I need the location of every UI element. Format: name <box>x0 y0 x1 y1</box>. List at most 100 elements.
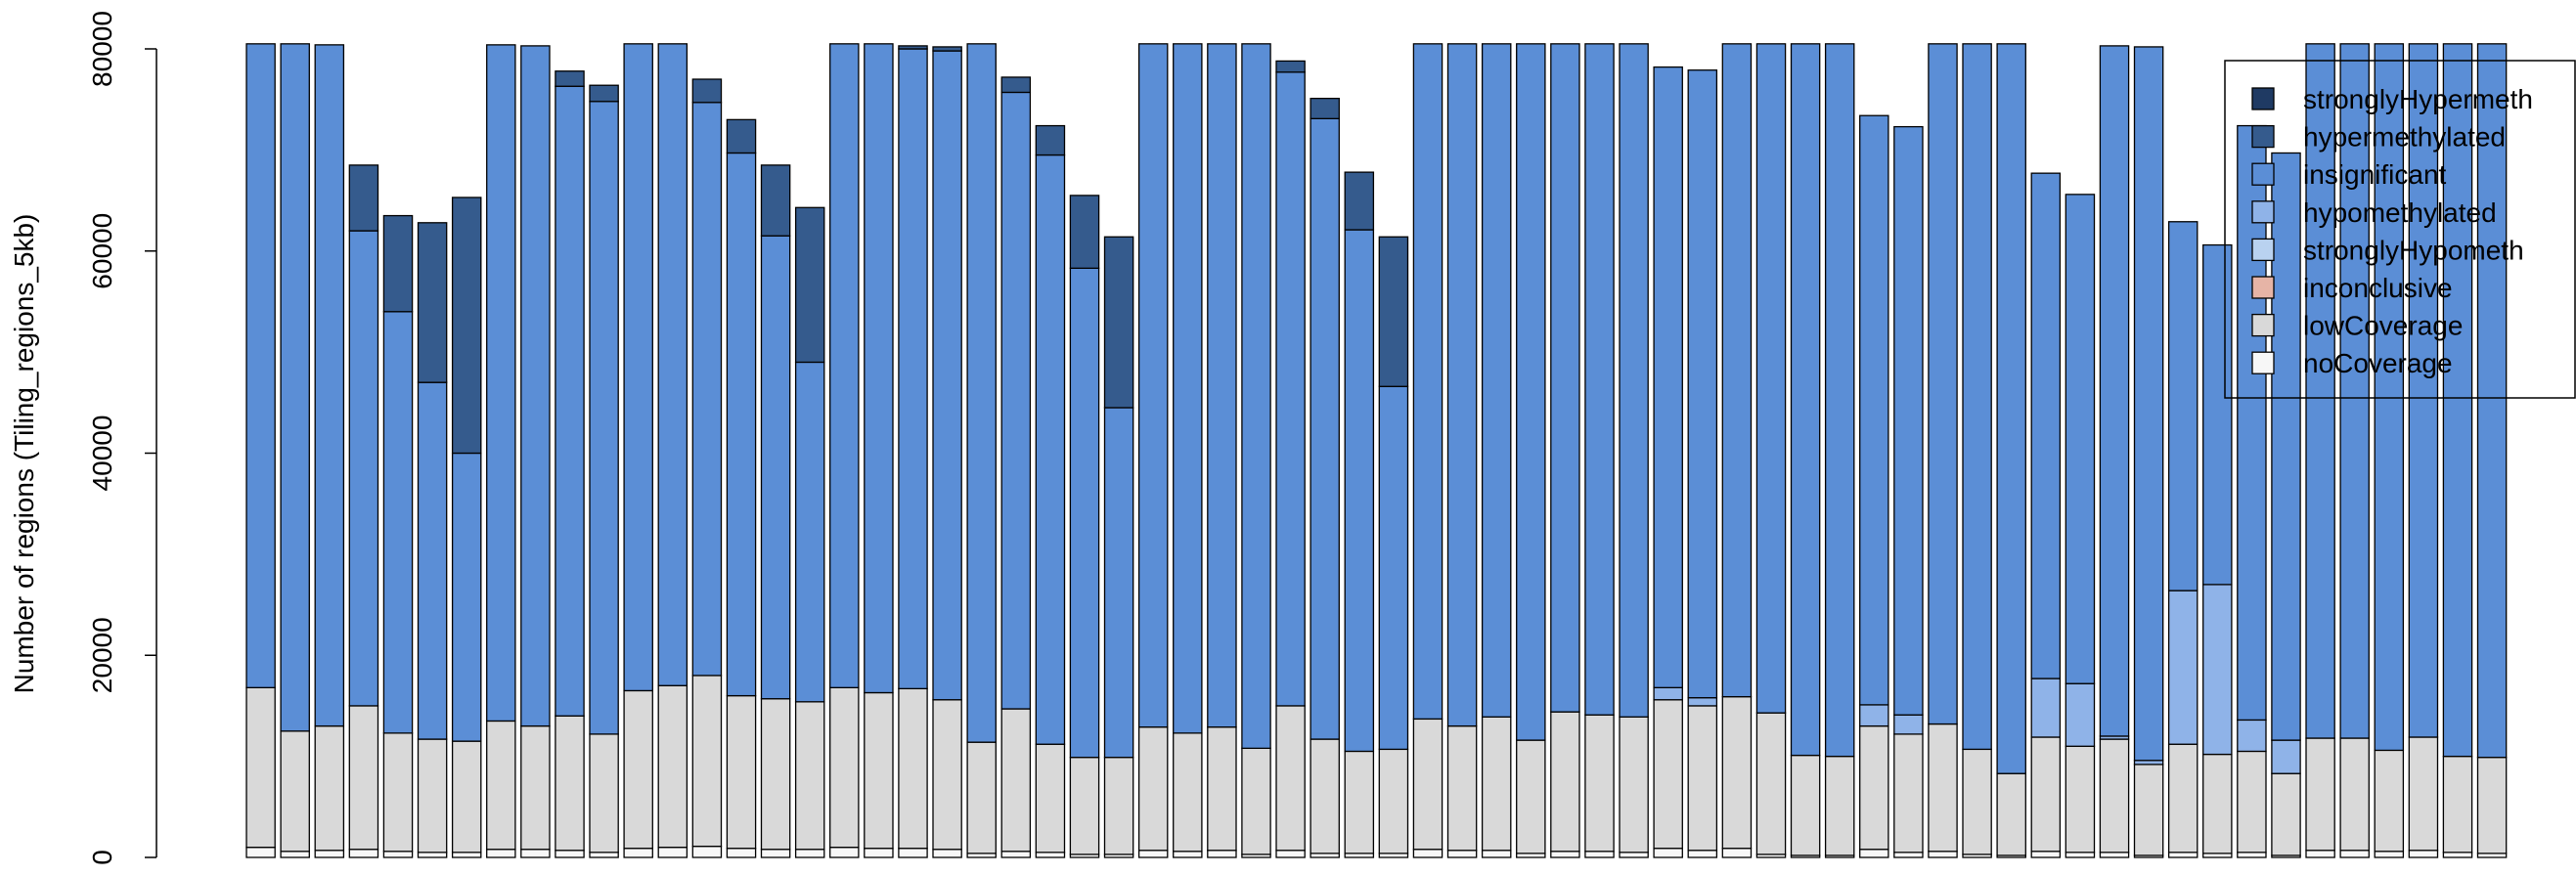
bar-segment <box>760 235 791 700</box>
bar-segment <box>1446 43 1478 727</box>
bar-segment <box>348 164 379 232</box>
bar-segment <box>2374 43 2405 752</box>
bar-segment <box>1035 153 1066 745</box>
legend-swatch <box>2251 124 2275 149</box>
bar-segment <box>2237 750 2267 854</box>
bar-segment <box>1893 125 1924 716</box>
legend-swatch <box>2251 351 2275 374</box>
bar-segment <box>314 724 345 852</box>
y-tick-label: 20000 <box>87 617 117 693</box>
bar-segment <box>2202 753 2233 854</box>
legend-label: noCoverage <box>2303 348 2453 378</box>
bar-segment <box>691 102 723 677</box>
bar-segment <box>589 84 619 103</box>
bar-segment <box>2099 45 2130 737</box>
bar-segment <box>691 845 723 858</box>
bar-segment <box>2030 851 2062 858</box>
bar-segment <box>486 44 516 723</box>
bar-segment <box>1069 267 1100 759</box>
bar-segment <box>2133 46 2164 762</box>
bar-segment <box>1928 723 1958 853</box>
bar-segment <box>794 849 825 858</box>
bar-segment <box>1790 754 1821 856</box>
bar-segment <box>1000 76 1032 94</box>
bar-segment <box>245 847 276 858</box>
bar-segment <box>1962 748 1992 855</box>
bar-segment <box>2237 852 2267 858</box>
bar-segment <box>2065 852 2096 858</box>
bar-segment <box>657 847 688 858</box>
bar-segment <box>1000 708 1032 853</box>
bar-segment <box>348 849 379 858</box>
y-tick-label: 80000 <box>87 11 117 87</box>
bar-segment <box>726 118 757 154</box>
bar-segment <box>1241 43 1271 750</box>
bar-segment <box>1481 43 1512 718</box>
bar-segment <box>1619 716 1649 854</box>
bar-segment <box>623 848 653 858</box>
bar-segment <box>1378 748 1409 854</box>
bar-segment <box>1653 848 1683 858</box>
bar-segment <box>1275 850 1306 858</box>
bar-segment <box>451 852 482 858</box>
bar-segment <box>1996 43 2026 774</box>
bar-segment <box>1069 195 1100 269</box>
bar-segment <box>1446 724 1478 852</box>
bar-segment <box>1619 852 1649 858</box>
bar-segment <box>589 852 619 858</box>
y-tick-label: 0 <box>87 850 117 865</box>
bar-segment <box>520 45 551 727</box>
bar-segment <box>382 311 414 734</box>
bar-segment <box>1241 747 1271 855</box>
bar-segment <box>1859 114 1889 706</box>
bar-segment <box>451 740 482 854</box>
bar-segment <box>966 43 997 743</box>
bar-segment <box>1310 117 1340 740</box>
legend-box <box>2224 60 2576 399</box>
bar-segment <box>1687 697 1718 707</box>
bar-segment <box>1824 43 1855 758</box>
bar-segment <box>932 46 962 52</box>
bar-segment <box>2408 736 2439 852</box>
bar-segment <box>2408 850 2439 858</box>
bar-segment <box>829 847 860 858</box>
bar-segment <box>1412 43 1443 721</box>
bar-segment <box>1859 849 1889 858</box>
bar-segment <box>760 849 791 858</box>
bar-segment <box>1996 772 2026 856</box>
bar-segment <box>1755 43 1787 714</box>
bar-segment <box>451 452 482 742</box>
legend-label: hypomethylated <box>2303 197 2497 228</box>
bar-segment <box>1516 739 1546 854</box>
bar-segment <box>1344 171 1375 231</box>
bar-segment <box>2408 43 2439 738</box>
bar-segment <box>691 78 723 104</box>
bar-segment <box>1893 714 1924 735</box>
bar-segment <box>520 724 551 851</box>
legend-label: stronglyHypermeth <box>2303 84 2533 114</box>
bar-segment <box>1275 60 1306 73</box>
bar-segment <box>1207 850 1237 858</box>
bar-segment <box>2339 737 2370 852</box>
bar-segment <box>2167 590 2198 745</box>
bar-segment <box>1481 716 1512 852</box>
bar-segment <box>1516 43 1546 741</box>
bar-segment <box>1928 851 1958 858</box>
bar-segment <box>1173 732 1203 853</box>
bar-segment <box>382 851 414 858</box>
bar-segment <box>932 699 962 851</box>
bar-segment <box>2030 678 2062 738</box>
bar-segment <box>966 741 997 854</box>
bar-segment <box>555 850 585 858</box>
bar-segment <box>1859 724 1889 851</box>
bar-segment <box>1344 750 1375 854</box>
bar-segment <box>1137 43 1169 728</box>
bar-segment <box>726 152 757 697</box>
bar-segment <box>1584 714 1615 853</box>
bar-segment <box>829 686 860 849</box>
bar-segment <box>2305 850 2335 858</box>
bar-segment <box>451 197 482 455</box>
bar-segment <box>1790 43 1821 757</box>
